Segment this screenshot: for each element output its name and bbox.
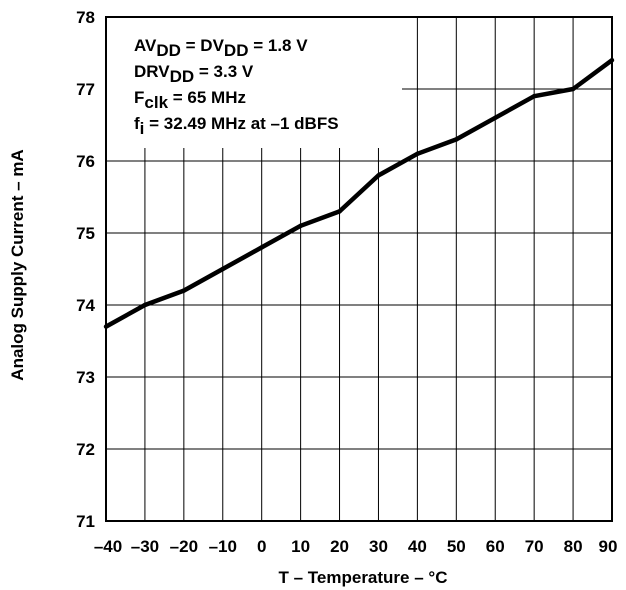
x-tick-label: 70 xyxy=(525,537,544,556)
annotation-tail: = 1.8 V xyxy=(248,36,308,55)
series-line xyxy=(104,58,614,329)
annotation-subscript: clk xyxy=(144,93,168,112)
data-point xyxy=(337,209,342,214)
x-tick-label: 20 xyxy=(330,537,349,556)
x-tick-label: 30 xyxy=(369,537,388,556)
x-tick-labels: –40 –30 –20 –10 0 10 20 30 40 50 60 70 80 90 xyxy=(94,537,618,556)
x-tick-label: –40 xyxy=(94,537,122,556)
annotation-subscript: DD xyxy=(170,67,195,86)
data-point xyxy=(570,86,576,92)
annotation-line: Fclk = 65 MHz xyxy=(134,88,246,112)
annotation-tail: = 65 MHz xyxy=(168,88,246,107)
annotation-line: AVDD = DVDD = 1.8 V xyxy=(134,36,308,60)
data-point xyxy=(142,302,148,308)
y-tick-label: 76 xyxy=(76,152,95,171)
data-point xyxy=(376,173,381,178)
series-points xyxy=(103,58,615,329)
y-axis-label: Analog Supply Current – mA xyxy=(8,149,27,380)
y-tick-label: 71 xyxy=(76,512,95,531)
annotation-main: DRV xyxy=(134,62,170,81)
annotation-main: F xyxy=(134,88,144,107)
annotation-tail: = 3.3 V xyxy=(194,62,254,81)
annotation-tail: = DV xyxy=(181,36,225,55)
annotation-line: fi = 32.49 MHz at –1 dBFS xyxy=(134,114,339,138)
x-tick-label: 10 xyxy=(291,537,310,556)
data-point xyxy=(259,245,264,250)
annotation-subscript: DD xyxy=(156,41,181,60)
y-tick-labels: 71 72 73 74 75 76 77 78 xyxy=(76,8,95,531)
x-tick-label: –30 xyxy=(131,537,159,556)
annotation-main: f xyxy=(134,114,140,133)
y-tick-label: 74 xyxy=(76,296,95,315)
x-tick-label: –20 xyxy=(170,537,198,556)
data-point xyxy=(103,324,109,329)
data-point xyxy=(298,223,303,228)
data-point xyxy=(220,266,225,272)
annotation-subscript: i xyxy=(140,119,145,138)
y-tick-label: 73 xyxy=(76,368,95,387)
annotation-tail: = 32.49 MHz at –1 dBFS xyxy=(144,114,338,133)
x-tick-label: 60 xyxy=(486,537,505,556)
y-tick-label: 77 xyxy=(76,80,95,99)
annotation-line: DRVDD = 3.3 V xyxy=(134,62,254,86)
x-tick-label: 80 xyxy=(564,537,583,556)
x-tick-label: 90 xyxy=(599,537,618,556)
annotation-background xyxy=(107,18,402,148)
y-tick-label: 78 xyxy=(76,8,95,27)
x-tick-label: 0 xyxy=(257,537,266,556)
x-tick-label: –10 xyxy=(209,537,237,556)
y-tick-label: 75 xyxy=(76,224,95,243)
data-point xyxy=(454,137,459,142)
x-tick-label: 40 xyxy=(408,537,427,556)
x-tick-label: 50 xyxy=(447,537,466,556)
x-axis-label: T – Temperature – °C xyxy=(279,568,448,587)
data-point xyxy=(531,94,537,99)
annotation-subscript: DD xyxy=(224,41,249,60)
y-tick-label: 72 xyxy=(76,440,95,459)
data-point xyxy=(181,288,187,293)
plot-frame xyxy=(105,16,613,522)
data-point xyxy=(415,151,420,156)
data-point xyxy=(493,115,498,121)
annotation-main: AV xyxy=(134,36,157,55)
data-point xyxy=(609,58,615,63)
